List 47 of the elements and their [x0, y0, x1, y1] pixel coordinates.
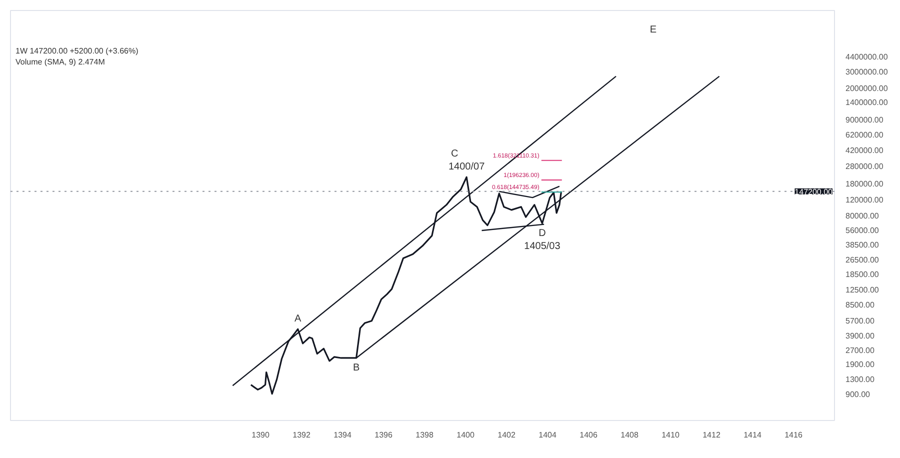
annotation: D — [538, 228, 546, 239]
y-tick-label: 8500.00 — [846, 300, 875, 310]
annotation: A — [294, 314, 302, 325]
y-tick-label: 2700.00 — [846, 346, 875, 356]
x-tick-label: 1390 — [252, 430, 270, 440]
annotation: 1405/03 — [524, 240, 561, 252]
annotation: C — [450, 148, 458, 160]
y-tick-label: 1900.00 — [846, 360, 875, 370]
y-tick-label: 12500.00 — [846, 285, 880, 294]
y-tick-label: 900000.00 — [846, 115, 884, 124]
y-tick-label: 38500.00 — [846, 240, 880, 250]
y-tick-label: 3000000.00 — [846, 68, 888, 77]
annotation: B — [352, 362, 360, 374]
x-tick-label: 1404 — [538, 430, 557, 440]
annotation: 1W 147200.00 +5200.00 (+3.66%) — [16, 46, 139, 56]
x-tick-label: 1392 — [292, 430, 312, 440]
ref-line-label: 147200.00 — [794, 187, 834, 196]
x-tick-label: 1412 — [702, 430, 721, 440]
y-tick-label: 180000.00 — [846, 179, 884, 188]
x-tick-label: 1400 — [456, 430, 475, 440]
x-tick-label: 1398 — [416, 430, 434, 440]
y-tick-label: 18500.00 — [846, 270, 880, 279]
y-tick-label: 120000.00 — [846, 196, 884, 205]
x-tick-label: 1416 — [784, 430, 803, 440]
x-tick-label: 1408 — [620, 430, 639, 440]
y-tick-label: 620000.00 — [846, 130, 884, 140]
x-tick-label: 1410 — [662, 430, 680, 440]
x-tick-label: 1414 — [744, 430, 762, 440]
y-tick-label: 1400000.00 — [846, 98, 888, 107]
y-tick-label: 280000.00 — [846, 162, 884, 171]
y-tick-label: 420000.00 — [846, 146, 884, 155]
x-tick-label: 1396 — [374, 430, 394, 440]
y-tick-label: 3900.00 — [846, 332, 875, 341]
x-tick-label: 1406 — [580, 430, 598, 440]
annotation: E — [650, 24, 657, 36]
annotation: 1400/07 — [448, 162, 486, 173]
y-tick-label: 26500.00 — [846, 256, 880, 265]
y-tick-label: 56000.00 — [846, 226, 880, 235]
x-tick-label: 1394 — [334, 430, 352, 440]
annotation: Volume (SMA, 9) 2.474M — [16, 58, 106, 66]
y-tick-label: 2000000.00 — [846, 84, 888, 93]
y-tick-label: 900.00 — [846, 390, 871, 399]
y-tick-label: 4400000.00 — [846, 52, 888, 62]
y-tick-label: 1300.00 — [846, 375, 875, 384]
y-tick-label: 80000.00 — [846, 212, 880, 221]
x-tick-label: 1402 — [498, 430, 516, 440]
y-tick-label: 5700.00 — [846, 316, 875, 326]
